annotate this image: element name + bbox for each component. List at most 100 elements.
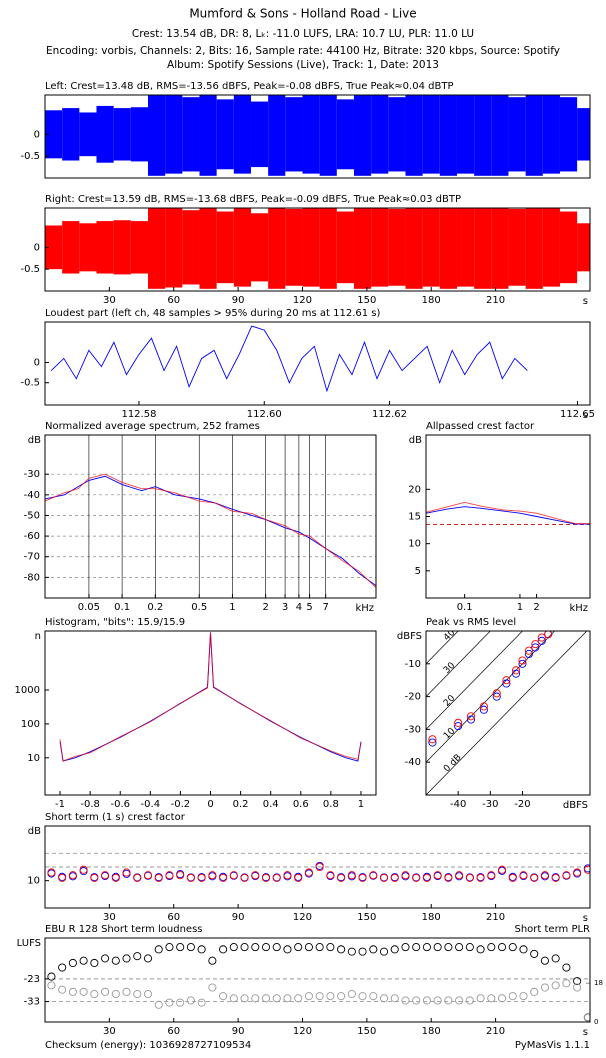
plot-frame bbox=[44, 937, 591, 1023]
series-point bbox=[251, 994, 260, 1003]
y-tick-label: -80 bbox=[24, 572, 40, 583]
series-point bbox=[229, 994, 238, 1003]
waveform-envelope bbox=[113, 108, 131, 161]
y-tick-label: -40 bbox=[405, 757, 421, 768]
waveform-envelope bbox=[96, 105, 114, 163]
album-line: Album: Spotify Sessions (Live), Track: 1… bbox=[167, 59, 439, 71]
y-tick-label: -70 bbox=[24, 552, 40, 563]
x-tick-label: 1 bbox=[517, 602, 523, 613]
series-point bbox=[101, 954, 110, 963]
y-tick-label: -0.5 bbox=[20, 264, 40, 275]
series-point bbox=[540, 871, 549, 880]
y-unit: n bbox=[35, 631, 41, 642]
x-tick-label: 112.65 bbox=[560, 409, 595, 420]
series-point bbox=[583, 865, 590, 874]
encoding-line: Encoding: vorbis, Channels: 2, Bits: 16,… bbox=[46, 45, 560, 57]
series-point bbox=[337, 945, 346, 954]
x-tick-label: -30 bbox=[482, 799, 498, 810]
waveform-envelope bbox=[559, 211, 578, 284]
series-point bbox=[524, 646, 533, 655]
x-tick-label: 0.5 bbox=[191, 602, 207, 613]
waveform-envelope bbox=[233, 208, 251, 287]
waveform-envelope bbox=[388, 97, 406, 172]
x-tick-label: -40 bbox=[450, 799, 466, 810]
plot-frame bbox=[425, 434, 591, 599]
x-tick-label: 90 bbox=[232, 1026, 245, 1037]
x-tick-label: 60 bbox=[167, 1026, 180, 1037]
report-title: Mumford & Sons - Holland Road - Live bbox=[189, 7, 416, 21]
x-tick-label: -0.2 bbox=[171, 799, 191, 810]
waveform-envelope bbox=[319, 95, 337, 176]
waveform-envelope bbox=[79, 223, 97, 272]
series-point bbox=[369, 945, 378, 954]
series-point bbox=[412, 996, 421, 1005]
series-point bbox=[186, 943, 195, 952]
series-point bbox=[68, 871, 77, 880]
series-point bbox=[197, 945, 206, 954]
y-tick-label: -23 bbox=[24, 974, 40, 985]
series-point bbox=[476, 873, 485, 882]
series-point bbox=[272, 994, 281, 1003]
y-tick-label: -40 bbox=[24, 490, 40, 501]
series-point bbox=[68, 958, 77, 968]
series-point bbox=[133, 873, 142, 882]
series-point bbox=[326, 992, 335, 1001]
x-tick-label: 0.8 bbox=[323, 799, 339, 810]
waveform-envelope bbox=[62, 221, 80, 274]
x-tick-label: 2 bbox=[262, 602, 268, 613]
series-point bbox=[326, 871, 335, 880]
series-point bbox=[143, 954, 153, 963]
series-point bbox=[508, 873, 517, 882]
x-unit: s bbox=[583, 1027, 588, 1038]
series-point bbox=[530, 987, 539, 996]
series-point bbox=[433, 996, 442, 1005]
series-point bbox=[508, 943, 517, 952]
series-line bbox=[426, 501, 590, 525]
series-point bbox=[251, 943, 260, 952]
series-line bbox=[59, 632, 362, 762]
series-point bbox=[101, 987, 110, 996]
series-point bbox=[101, 871, 110, 880]
x-tick-label: 180 bbox=[422, 295, 441, 306]
waveform-envelope bbox=[182, 210, 200, 285]
x-tick-label: 210 bbox=[486, 912, 505, 923]
waveform-envelope bbox=[130, 107, 148, 162]
waveform-envelope bbox=[388, 208, 406, 286]
series-point bbox=[562, 871, 571, 880]
series-point bbox=[79, 865, 88, 874]
panel-title: Left: Crest=13.48 dB, RMS=-13.56 dBFS, P… bbox=[45, 81, 453, 92]
panel-title: Right: Crest=13.59 dB, RMS=-13.68 dBFS, … bbox=[45, 194, 461, 205]
panel-title: Histogram, "bits": 15.9/15.9 bbox=[45, 617, 185, 628]
series-point bbox=[47, 972, 56, 981]
series-point bbox=[465, 943, 474, 952]
x-tick-label: 7 bbox=[323, 602, 329, 613]
series-point bbox=[304, 943, 313, 952]
series-point bbox=[219, 873, 228, 882]
panel-title: EBU R 128 Short term loudness bbox=[45, 924, 203, 935]
series-point bbox=[433, 871, 442, 880]
waveform-envelope bbox=[250, 213, 269, 282]
waveform-envelope bbox=[216, 99, 234, 170]
series-point bbox=[272, 943, 281, 952]
crest-line bbox=[426, 631, 491, 697]
series-point bbox=[111, 989, 120, 999]
waveform-envelope bbox=[439, 208, 457, 289]
x-unit: s bbox=[583, 296, 588, 307]
waveform-envelope bbox=[491, 95, 509, 176]
series-point bbox=[508, 992, 517, 1001]
x-tick-label: 60 bbox=[167, 912, 180, 923]
x-tick-label: 150 bbox=[357, 912, 376, 923]
x-tick-label: 2 bbox=[533, 602, 539, 613]
plot-area bbox=[59, 632, 362, 762]
plot-area bbox=[45, 943, 590, 1022]
series-point bbox=[540, 956, 549, 965]
series-point bbox=[551, 954, 560, 963]
x-unit: s bbox=[583, 913, 588, 924]
y-unit: LUFS bbox=[17, 938, 41, 949]
plot-frame bbox=[44, 434, 377, 599]
series-point bbox=[219, 945, 228, 954]
waveform-envelope bbox=[302, 95, 320, 174]
x-tick-label: 120 bbox=[293, 1026, 312, 1037]
x-tick-label: 150 bbox=[357, 295, 376, 306]
x-tick-label: 30 bbox=[103, 1026, 116, 1037]
